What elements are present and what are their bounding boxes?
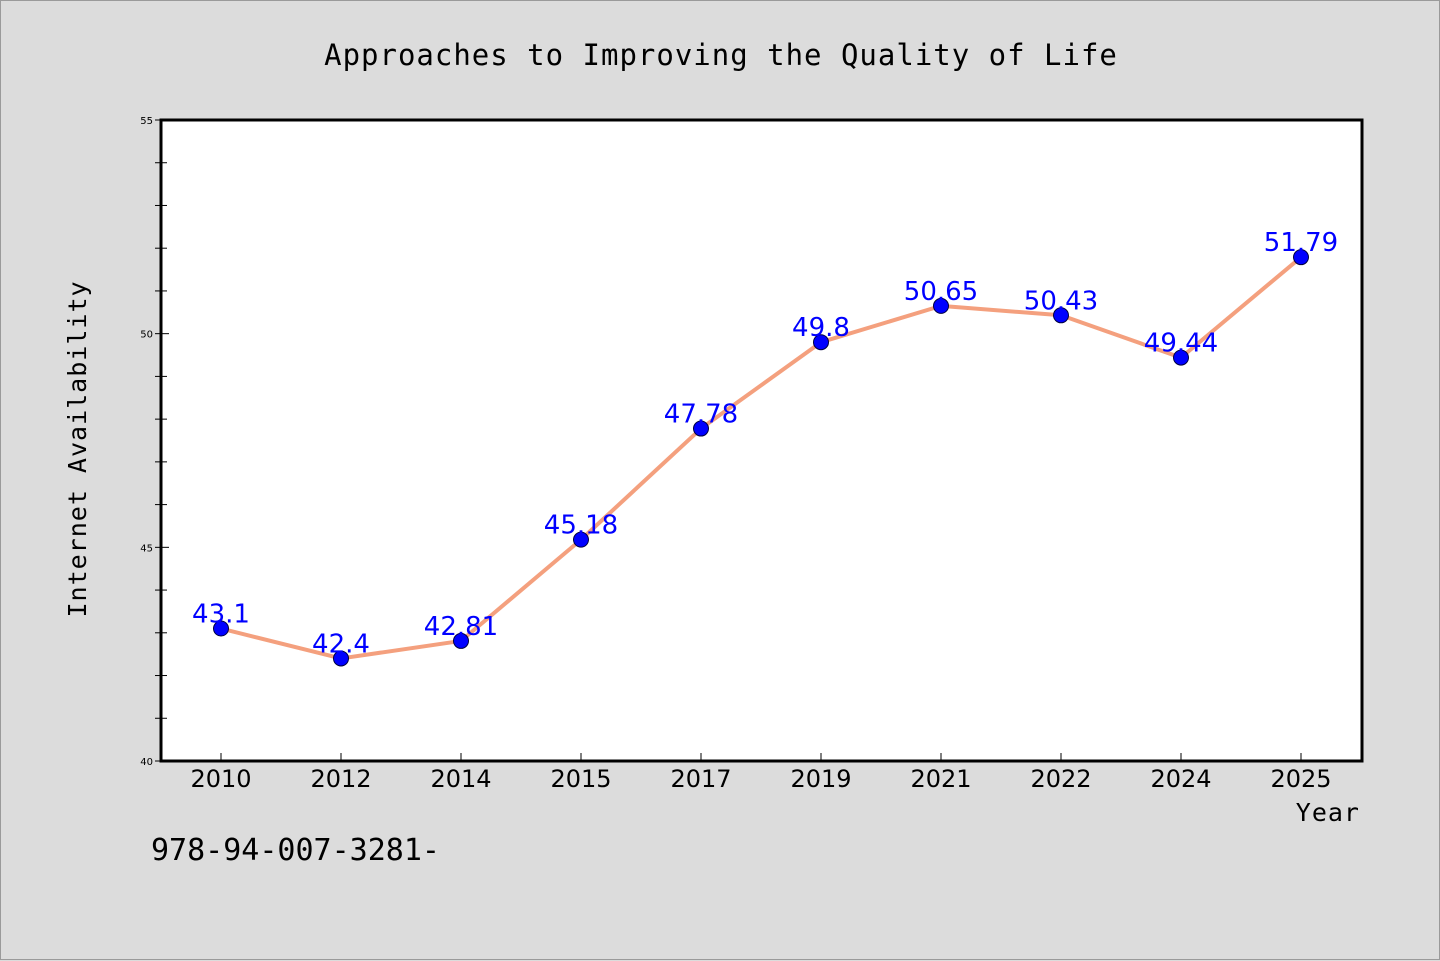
data-point xyxy=(1293,249,1309,266)
data-label: 49.44 xyxy=(1144,329,1218,359)
chart-title: Approaches to Improving the Quality of L… xyxy=(324,38,1118,72)
data-label: 43.1 xyxy=(192,600,250,630)
data-point xyxy=(213,620,229,637)
data-label: 50.65 xyxy=(904,277,978,307)
x-tick-label: 2021 xyxy=(910,765,971,793)
data-point xyxy=(693,420,709,437)
data-point xyxy=(333,650,349,667)
y-tick-label: 55 xyxy=(140,116,153,127)
data-markers xyxy=(213,249,1309,667)
x-axis-ticks: 2010 2012 2014 2015 2017 2019 2021 2022 2024 2025 xyxy=(190,753,1332,793)
x-tick-label: 2019 xyxy=(790,765,851,793)
data-label: 49.8 xyxy=(792,313,850,343)
x-tick-label: 2015 xyxy=(550,765,611,793)
data-point xyxy=(573,531,589,548)
data-label: 45.18 xyxy=(544,511,618,541)
data-labels: 43.1 42.4 42.81 45.18 47.78 49.8 50.65 50.43 49.… xyxy=(192,228,1338,659)
data-point xyxy=(1173,349,1189,366)
footnote-text: 978-94-007-3281- xyxy=(151,833,440,868)
y-axis-title: Internet Availability xyxy=(63,280,92,617)
data-point xyxy=(933,297,949,314)
y-tick-label: 50 xyxy=(140,330,153,341)
x-tick-label: 2014 xyxy=(430,765,491,793)
y-tick-label: 40 xyxy=(140,757,153,768)
data-label: 50.43 xyxy=(1024,286,1098,316)
data-label: 51.79 xyxy=(1264,228,1338,258)
x-tick-label: 2012 xyxy=(310,765,371,793)
data-point xyxy=(453,632,469,649)
data-label: 42.81 xyxy=(424,612,498,642)
x-tick-label: 2025 xyxy=(1270,765,1331,793)
y-axis-ticks: 40 45 50 55 xyxy=(140,116,169,768)
series-line xyxy=(220,255,1303,661)
y-tick-label: 45 xyxy=(140,543,153,554)
x-tick-label: 2010 xyxy=(190,765,251,793)
data-point xyxy=(813,334,829,351)
x-tick-label: 2024 xyxy=(1150,765,1211,793)
data-label: 42.4 xyxy=(312,629,370,659)
data-point xyxy=(1053,307,1069,324)
data-label: 47.78 xyxy=(664,400,738,430)
x-tick-label: 2022 xyxy=(1030,765,1091,793)
x-axis-title: Year xyxy=(1296,798,1360,827)
x-tick-label: 2017 xyxy=(670,765,731,793)
